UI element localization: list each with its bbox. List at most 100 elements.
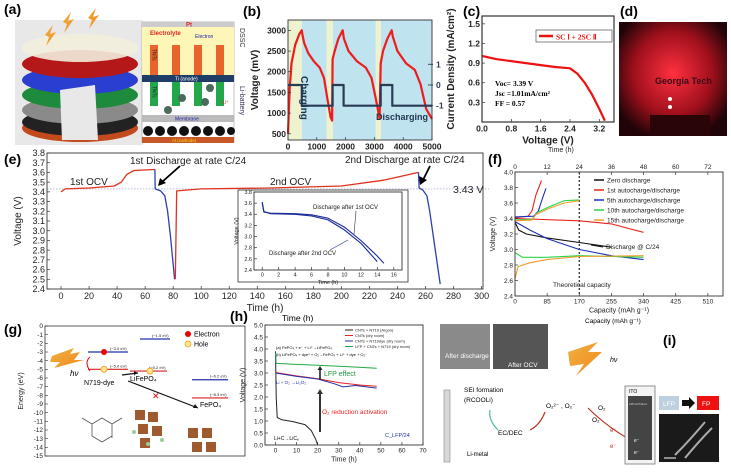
y-tick-label: 3.2	[504, 231, 513, 238]
y-tick-label: 3.4	[32, 187, 45, 197]
y2-tick-label: -1	[436, 101, 444, 111]
y-tick-label: 0.9	[468, 58, 480, 68]
arrowhead-icon	[317, 366, 323, 370]
y-tick-label: 2.6	[244, 257, 252, 263]
legend-box	[535, 29, 613, 43]
series-line-7	[514, 199, 580, 221]
legend-label: 15th autocharge/discharge	[607, 217, 684, 224]
y-tick-label: 2.9	[32, 236, 45, 246]
chart-b: 0 1000 2000 3000 4000 5000 500 1000 1500 2000 2500…	[250, 19, 444, 152]
y-tick-label: -13	[34, 436, 44, 443]
x-tick-label: 30	[335, 448, 343, 455]
top-tick-label: 24	[576, 164, 584, 171]
series-line-4	[514, 255, 644, 280]
y-tick-label: 3.0	[244, 234, 252, 240]
rcooli-label: (RCOOLi)	[464, 397, 493, 404]
arrowhead-icon	[419, 176, 427, 185]
y-axis-label: Voltage (V)	[490, 217, 497, 252]
x-tick-label: 280	[446, 291, 461, 301]
sem-image-after-discharge	[440, 324, 490, 369]
cross-section-schematic: Pt Electrolyte Electron TNTs Ti (anode) …	[141, 21, 245, 143]
x-tick-label: 40	[356, 448, 364, 455]
chart-e_inset: 0 2 4 6 8 10 12 14 16 2.4 2.6 2.8 3.0 3.2 3.4 3.6 3.8 Tim…	[234, 190, 403, 286]
panel-i-mechanism: Capacity (mAh g⁻¹) After discharge After…	[440, 318, 719, 465]
y-tick-label: 2000	[267, 67, 286, 77]
x-tick-label: 510	[702, 299, 713, 306]
y-tick-label: 3.0	[504, 247, 513, 254]
legend-label: CNTs + N719dye (dry room)	[355, 339, 406, 344]
y-tick-label: 3.2	[244, 223, 252, 229]
hv-label: hν	[610, 357, 618, 364]
top-tick-label: 60	[672, 164, 680, 171]
y-tick-label: 2.8	[244, 246, 252, 252]
legend-label: SC Ⅰ + 2SC Ⅱ	[556, 33, 597, 42]
y-tick-label: 500	[272, 129, 286, 139]
x-tick-label: 180	[306, 291, 321, 301]
panel-c-annotations: SC Ⅰ + 2SC Ⅱ Voc= 3.39 V Jsc =1.01mA/cm²…	[495, 29, 613, 108]
hole-legend-icon	[184, 340, 192, 348]
x-tick-label: 2000	[336, 142, 355, 152]
y-tick-label: 2.4	[504, 293, 513, 300]
n719-label: N719-dye	[84, 380, 114, 387]
y-tick-label: 2.7	[32, 255, 45, 265]
sem-label-after-ocv: After OCV	[508, 362, 538, 369]
first-ocv-label: 1st OCV	[70, 177, 108, 188]
x-tick-label: 80	[168, 291, 178, 301]
licoo2-label: LiCoO₂	[97, 124, 118, 130]
cross-icon: ✕	[152, 391, 160, 401]
electrode-label: LFP+N719+C	[629, 402, 648, 406]
x-tick-label: 0.0	[476, 124, 488, 134]
x-axis-label: Voltage (V)	[522, 136, 573, 147]
fp-label: FP	[702, 401, 710, 408]
shaded-band	[301, 20, 327, 140]
y-tick-label: 3.0	[32, 226, 45, 236]
x-tick-label: 200	[334, 291, 349, 301]
equation-b: (b) LiFePO₄ + dye* + O₂→FePO₄ + Li⁺ + dy…	[276, 352, 367, 357]
sei-label: SEI formation	[464, 387, 504, 394]
arrow-icon	[422, 165, 431, 181]
x-tick-label: 60	[398, 448, 406, 455]
energy-level-label: (−5.2 eV)	[149, 365, 166, 370]
al-cathode-label: Al (cathode)	[172, 138, 197, 143]
panel-label-g: (g)	[4, 321, 22, 337]
second-ocv-label: 2nd OCV	[270, 177, 311, 188]
x-tick-label: 6	[310, 273, 313, 279]
x-tick-label: 8	[326, 273, 329, 279]
reference-voltage-label: 3.43 V	[453, 184, 483, 196]
y-tick-label: 1.5	[468, 19, 480, 29]
panel-b-annotations: Charging Discharging	[298, 76, 428, 122]
second-discharge-label: 2nd Discharge at rate C/24	[345, 155, 465, 166]
top-tick-label: 36	[608, 164, 616, 171]
panel-labels: (a) (b) (c) (d) (e) (f) (g) (h) (i)	[4, 1, 676, 348]
panel-label-b: (b)	[243, 3, 261, 19]
superoxide-label: O₂²⁻ , O₂⁻	[546, 403, 576, 410]
charts: 0 1000 2000 3000 4000 50005001000150020002500…	[13, 8, 724, 464]
series-line-3	[417, 172, 441, 285]
series-line-1	[514, 217, 644, 233]
panel-label-c: (c)	[463, 3, 480, 19]
inset-label-2: Discharge after 2nd OCV	[269, 251, 336, 257]
electron-legend-label: Electron	[194, 332, 220, 339]
capacity-axis-label: Capacity (mAh g⁻¹)	[585, 318, 641, 325]
y-tick-label: 2.8	[504, 262, 513, 269]
y-axis-label: Voltage (mV)	[250, 50, 261, 110]
li-battery-label: Li-battery	[238, 86, 245, 116]
y-tick-label: -10	[34, 410, 44, 417]
o2-activation-label: O₂ reduction activation	[322, 409, 388, 416]
y-axis-label: Energy (eV)	[18, 372, 25, 409]
energy-level-label: (−8.3 eV)	[210, 392, 227, 397]
molecule-structures	[81, 410, 216, 452]
y-tick-label: -5	[37, 367, 43, 374]
x-tick-label: 10	[293, 448, 301, 455]
y-tick-label: -2	[37, 341, 43, 348]
y-tick-label: 3.5	[32, 177, 45, 187]
x-axis-label: Time (h)	[318, 280, 338, 286]
y-tick-label: 2.5	[32, 274, 45, 284]
y-tick-label: 5.0	[254, 322, 263, 329]
panel-label-e: (e)	[4, 151, 21, 167]
x-tick-label: 425	[670, 299, 681, 306]
x-tick-label: 120	[222, 291, 237, 301]
y-tick-label: 0.0	[254, 442, 263, 449]
